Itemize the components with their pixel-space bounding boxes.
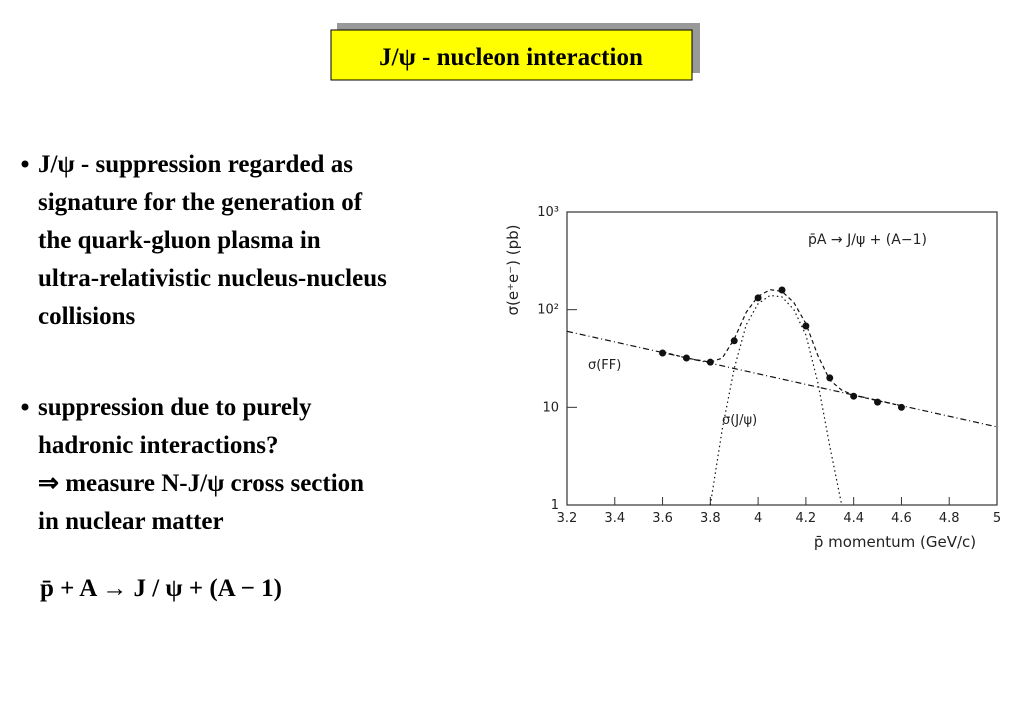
bullet-line: suppression due to purely: [38, 394, 312, 421]
data-point: [897, 403, 905, 411]
curve: [662, 289, 902, 407]
bullet-marker: [21, 160, 29, 168]
bullet-line: the quark-gluon plasma in: [38, 227, 321, 254]
x-tick-label: 4: [754, 511, 762, 526]
curve: [709, 294, 843, 506]
bullet-line: J/ψ - suppression regarded as: [38, 151, 353, 178]
x-tick-label: 3.2: [557, 511, 578, 526]
x-tick-label: 5: [993, 511, 1001, 526]
y-axis-label: σ(e⁺e⁻) (pb): [504, 224, 522, 315]
y-tick-label: 10: [542, 400, 559, 415]
x-axis-label: p̄ momentum (GeV/c): [814, 533, 976, 551]
annotation: p̄A → J/ψ + (A−1): [808, 232, 927, 248]
bullet-line: ⇒ measure N-J/ψ cross section: [38, 470, 364, 497]
x-tick-label: 4.2: [796, 511, 817, 526]
data-point: [850, 392, 858, 400]
bullet-line: signature for the generation of: [38, 189, 363, 216]
data-point: [730, 337, 738, 345]
data-point: [682, 354, 690, 362]
bullet-line: ultra-relativistic nucleus-nucleus: [38, 265, 387, 292]
bullet-line: hadronic interactions?: [38, 432, 279, 459]
title: J/ψ - nucleon interaction: [379, 44, 643, 71]
x-tick-label: 4.4: [843, 511, 864, 526]
data-point: [754, 294, 762, 302]
plot-frame: [566, 211, 998, 506]
data-point: [802, 322, 810, 330]
data-point: [874, 398, 882, 406]
data-point: [826, 374, 834, 382]
y-tick-label: 10³: [537, 205, 559, 220]
plot: 3.2 3.4 3.6 3.8 4 4.2 4.4 4.6 4.8 5 1 10 10² 10³ σ(FF)…: [504, 205, 1001, 551]
bullet-line: collisions: [38, 303, 136, 330]
x-tick-label: 3.6: [652, 511, 673, 526]
x-tick-label: 3.8: [700, 511, 721, 526]
curve-label: σ(FF): [588, 358, 621, 373]
data-point: [706, 358, 714, 366]
x-tick-label: 4.8: [939, 511, 960, 526]
x-tick-label: 4.6: [891, 511, 912, 526]
y-tick-label: 1: [551, 498, 559, 513]
curve-label: σ(J/ψ): [722, 413, 757, 428]
bullet-marker: [21, 403, 29, 411]
equation: p̄ + A → J / ψ + (A − 1): [40, 575, 282, 602]
curve: [566, 330, 998, 428]
y-tick-label: 10²: [537, 303, 559, 318]
data-point: [659, 349, 667, 357]
bullet-line: in nuclear matter: [38, 508, 224, 535]
x-tick-label: 3.4: [604, 511, 625, 526]
data-point: [778, 286, 786, 294]
title-box: [330, 29, 693, 81]
